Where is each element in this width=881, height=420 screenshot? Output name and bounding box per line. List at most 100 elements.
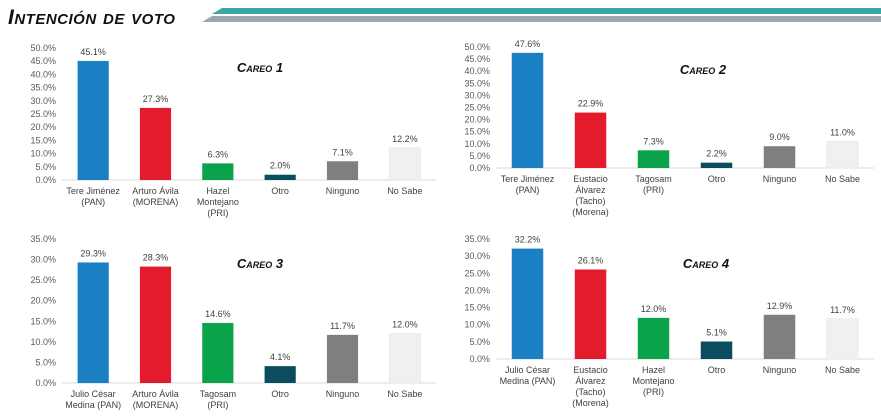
chart-careo-2: 0.0% 5.0% 10.0% 15.0% 20.0% 25.0% 30.0% 35.0% 40… — [464, 39, 874, 217]
chart-careo-4: 0.0% 5.0% 10.0% 15.0% 20.0% 25.0% 30.0% 35.0% Ca… — [464, 234, 874, 408]
y-tick-label: 15.0% — [30, 316, 56, 326]
bar-no-sabe — [826, 318, 859, 360]
y-tick-label: 35.0% — [464, 234, 490, 244]
data-label: 12.2% — [392, 134, 418, 144]
data-label: 11.0% — [830, 127, 855, 137]
x-tick-label-line: (Tacho) — [575, 196, 605, 206]
bar-tere-jimenez — [77, 60, 109, 180]
chart-title: Careo 2 — [680, 62, 727, 77]
x-tick-label-line: Tere Jiménez — [66, 186, 120, 196]
x-tick-label-line: Arturo Ávila — [132, 389, 179, 399]
data-label: 11.7% — [830, 305, 855, 315]
y-tick-label: 50.0% — [464, 42, 490, 52]
x-tick-label-line: Ninguno — [763, 365, 797, 375]
y-tick-label: 20.0% — [30, 296, 56, 306]
data-label: 12.9% — [767, 301, 793, 311]
x-tick-label-line: Otro — [708, 365, 726, 375]
chart-title: Careo 1 — [237, 60, 283, 75]
data-label: 11.7% — [330, 321, 355, 331]
header-stripe-teal — [212, 8, 881, 14]
x-tick-label-line: Ninguno — [763, 174, 797, 184]
header-stripe-gray — [202, 16, 881, 22]
y-tick-label: 25.0% — [30, 275, 56, 285]
x-tick-label: Ninguno — [763, 365, 797, 375]
data-label: 14.6% — [205, 309, 231, 319]
y-tick-label: 30.0% — [464, 251, 490, 261]
data-label: 7.3% — [643, 136, 664, 146]
bar-ninguno — [763, 314, 796, 359]
bar-ninguno — [326, 334, 359, 383]
y-tick-label: 10.0% — [30, 337, 56, 347]
y-tick-label: 30.0% — [30, 96, 56, 106]
chart-panel-careo-3: 0.0% 5.0% 10.0% 15.0% 20.0% 25.0% 30.0% 35.0% Ca… — [20, 230, 440, 420]
y-tick-label: 15.0% — [30, 135, 56, 145]
data-label: 2.0% — [270, 161, 291, 171]
bar-no-sabe — [826, 141, 859, 169]
x-tick-label: No Sabe — [825, 365, 860, 375]
data-label: 32.2% — [515, 235, 541, 245]
x-tick-label-line: Hazel — [642, 365, 665, 375]
x-tick-label-line: Hazel — [206, 186, 229, 196]
y-tick-label: 10.0% — [464, 320, 490, 330]
y-tick-label: 25.0% — [30, 109, 56, 119]
x-tick-label: Otro — [708, 365, 726, 375]
data-label: 6.3% — [208, 149, 229, 159]
y-tick-label: 45.0% — [464, 54, 490, 64]
x-tick-label-line: Eustacio — [573, 174, 608, 184]
x-tick-label: Julio César Medina (PAN) — [500, 365, 556, 386]
y-tick-label: 25.0% — [464, 103, 490, 113]
y-tick-label: 35.0% — [30, 234, 56, 244]
x-tick-label: Otro — [271, 186, 289, 196]
y-tick-label: 15.0% — [464, 303, 490, 313]
x-tick-label: No Sabe — [825, 174, 860, 184]
x-tick-label: Eustacio Álvarez (Tacho) (Morena) — [572, 174, 609, 217]
x-tick-label: No Sabe — [387, 186, 422, 196]
bar-otro — [700, 162, 733, 168]
bar-otro — [264, 366, 296, 383]
y-tick-label: 20.0% — [30, 122, 56, 132]
y-tick-label: 0.0% — [35, 175, 56, 185]
data-label: 9.0% — [769, 132, 790, 142]
x-tick-label-line: Álvarez — [575, 376, 606, 386]
x-tick-label-line: Julio César — [505, 365, 550, 375]
x-tick-label: Tagosam (PRI) — [200, 389, 237, 410]
x-tick-label-line: Tagosam — [635, 174, 672, 184]
bar-arturo-avila — [139, 266, 172, 383]
bar-ninguno — [326, 161, 359, 180]
y-tick-label: 0.0% — [469, 163, 490, 173]
y-tick-label: 0.0% — [35, 378, 56, 388]
x-tick-label-line: Tagosam — [200, 389, 237, 399]
x-tick-label: Otro — [708, 174, 726, 184]
bar-otro — [700, 341, 733, 359]
x-tick-label: Ninguno — [326, 186, 360, 196]
chart-panel-careo-1: 0.0% 5.0% 10.0% 15.0% 20.0% 25.0% 30.0% 35.0% 40… — [20, 38, 440, 218]
x-tick-label-line: (Morena) — [572, 207, 609, 217]
x-tick-label-line: (PRI) — [207, 400, 228, 410]
data-label: 28.3% — [143, 253, 169, 263]
bar-tagosam — [202, 322, 234, 383]
x-tick-label-line: (PAN) — [516, 185, 540, 195]
y-tick-label: 10.0% — [464, 139, 490, 149]
header-band — [202, 8, 881, 22]
bar-tagosam — [637, 150, 670, 168]
x-tick-label-line: Ninguno — [326, 389, 360, 399]
chart-careo-3: 0.0% 5.0% 10.0% 15.0% 20.0% 25.0% 30.0% 35.0% Ca… — [30, 234, 436, 410]
data-label: 7.1% — [332, 147, 353, 157]
x-tick-label-line: Otro — [708, 174, 726, 184]
bar-no-sabe — [388, 333, 421, 384]
bar-julio-cesar — [511, 248, 544, 359]
x-tick-label-line: Tere Jiménez — [501, 174, 555, 184]
data-label: 47.6% — [515, 39, 541, 49]
bar-ninguno — [763, 146, 796, 168]
x-tick-label: Otro — [271, 389, 289, 399]
page-title: Intención de voto — [8, 6, 176, 29]
x-tick-label-line: (PRI) — [643, 185, 664, 195]
data-label: 45.1% — [80, 47, 106, 57]
bar-eustacio — [574, 112, 607, 168]
x-tick-label: Eustacio Álvarez (Tacho) (Morena) — [572, 365, 609, 408]
bar-hazel — [637, 317, 670, 359]
x-tick-label-line: (Tacho) — [575, 387, 605, 397]
x-tick-label-line: (PRI) — [207, 208, 228, 218]
y-tick-label: 30.0% — [464, 90, 490, 100]
x-tick-label-line: Otro — [271, 389, 289, 399]
